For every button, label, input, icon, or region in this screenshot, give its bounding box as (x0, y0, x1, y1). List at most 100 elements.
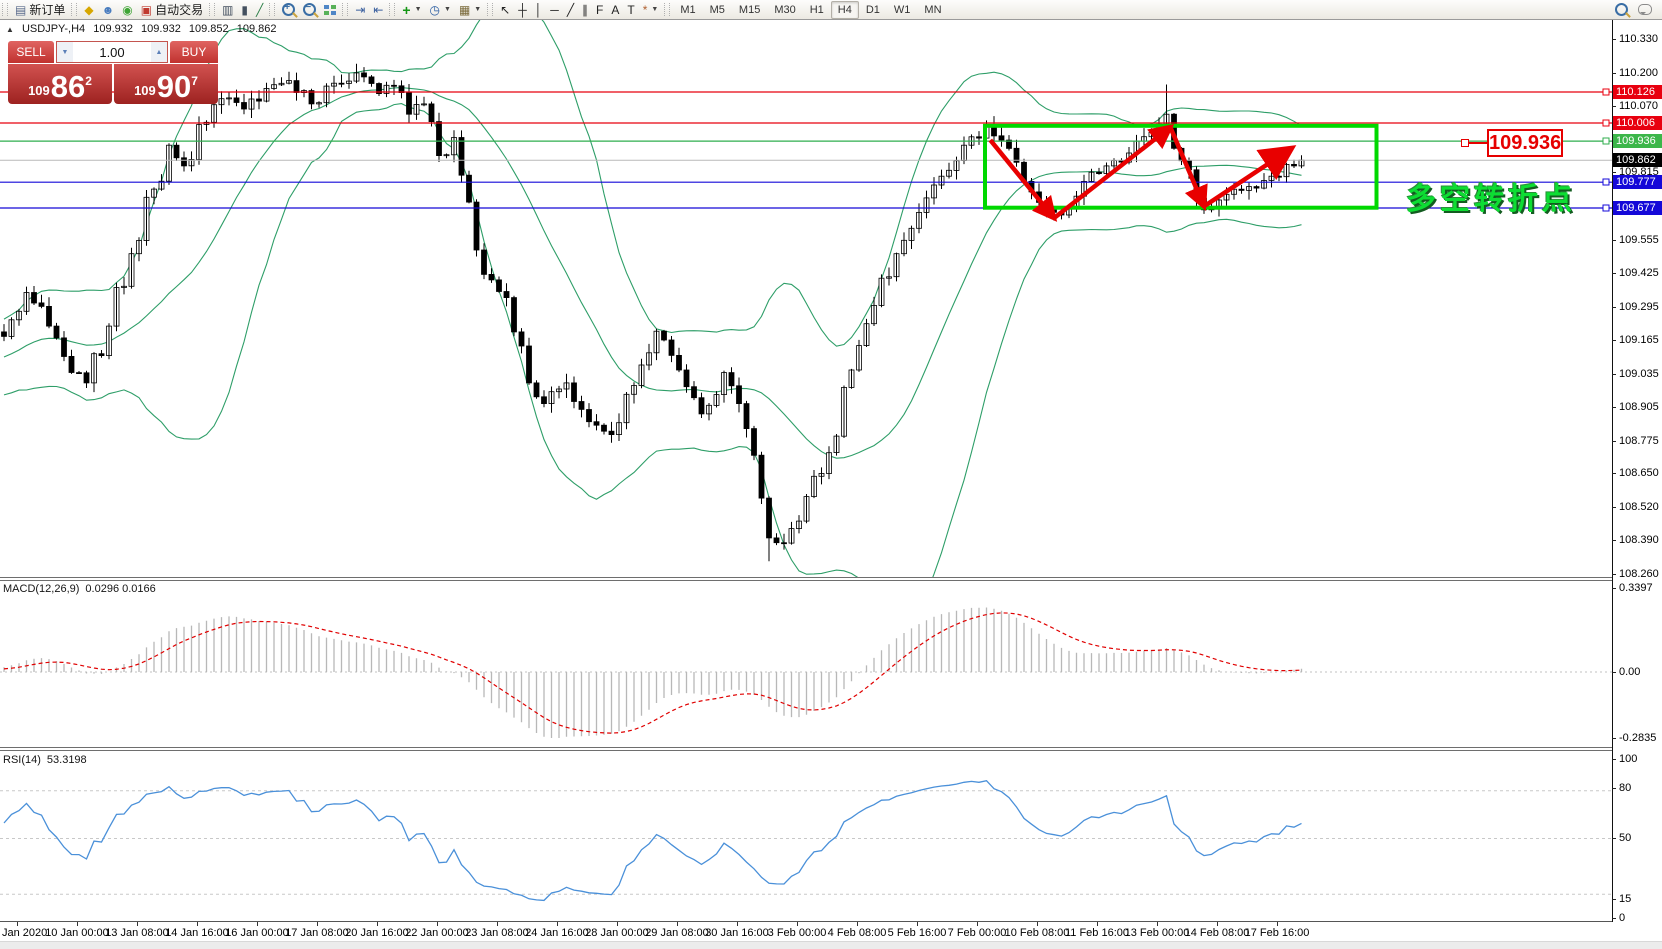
rsi-value: 53.3198 (46, 754, 87, 766)
bollinger-middle-band (3, 87, 1302, 459)
timeframe-h4-button[interactable]: H4 (830, 0, 859, 19)
macd-tick-label: 0.00 (1619, 666, 1641, 678)
chat-icon[interactable] (1638, 4, 1652, 15)
time-tick-mark (77, 922, 78, 926)
arrows-tool-icon-button[interactable]: * ▼ (639, 1, 663, 18)
time-tick-mark (137, 922, 138, 926)
price-chip-110.006: 110.006 (1613, 116, 1662, 130)
timeframe-d1-button[interactable]: D1 (865, 3, 880, 16)
bar-chart-icon-button[interactable]: ▥ (218, 1, 237, 18)
rsi-tick-mark (1612, 759, 1616, 760)
consolidation-rectangle[interactable] (983, 123, 1379, 210)
templates-icon-button[interactable]: ▦ ▼ (455, 1, 485, 18)
timeframe-m5-button[interactable]: M5 (709, 3, 725, 16)
price-tick-mark (1612, 73, 1616, 74)
trend-arrow-3[interactable] (1168, 126, 1208, 211)
volume-value[interactable]: 1.00 (99, 44, 125, 60)
trend-arrow-4[interactable] (1202, 145, 1297, 209)
line-endpoint-marker[interactable] (1602, 119, 1610, 127)
text-icon: A (611, 2, 620, 17)
search-icon[interactable] (1615, 3, 1628, 16)
auto-scroll-icon-button[interactable]: ⇥ (351, 1, 369, 18)
text-icon-button[interactable]: A (607, 1, 623, 18)
price-tick-mark (1612, 574, 1616, 575)
new-order-button[interactable]: ▤ 新订单 (11, 1, 69, 18)
line-chart-icon-button[interactable]: ╱ (252, 1, 267, 18)
text-label-icon: T (627, 2, 635, 17)
price-tick-mark (1612, 307, 1616, 308)
tile-windows-icon-button[interactable] (320, 1, 340, 18)
add-indicator-icon-button[interactable]: + ▼ (398, 1, 425, 18)
bar-open: 109.932 (93, 23, 133, 35)
timeframe-m30-button[interactable]: M30 (774, 3, 796, 16)
price-callout-leader (1466, 142, 1487, 144)
time-tick-label: 3 Feb 00:00 (767, 927, 827, 939)
line-endpoint-marker[interactable] (1602, 204, 1610, 212)
trend-arrow-1[interactable] (988, 138, 1058, 222)
timeframe-m1-button[interactable]: M1 (680, 3, 696, 16)
time-tick-mark (1037, 922, 1038, 926)
price-axis[interactable]: 110.330 110.200 110.070 109.815 109.555 109.4… (1612, 20, 1662, 924)
price-tick-label: 110.330 (1619, 33, 1658, 45)
sell-price-small: 109 (28, 83, 50, 98)
candle-wicks (3, 63, 1302, 562)
signals-icon-button[interactable]: ◉ (118, 1, 136, 18)
periods-icon-button[interactable]: ◷ ▼ (426, 1, 455, 18)
buy-price-small: 109 (134, 83, 156, 98)
line-endpoint-marker[interactable] (1602, 137, 1610, 145)
sell-button[interactable]: SELL (8, 41, 54, 63)
macd-panel-plot[interactable] (0, 581, 1612, 747)
rsi-panel-plot[interactable] (0, 751, 1612, 921)
line-endpoint-marker[interactable] (1602, 88, 1610, 96)
volume-increase-button[interactable]: ▲ (151, 42, 167, 62)
symbol-name: USDJPY-,H4 (21, 23, 86, 35)
mql5-community-icon-button[interactable]: ☻ (98, 1, 119, 18)
price-tick-label: 108.260 (1619, 568, 1659, 580)
cursor-icon-button[interactable]: ↖ (496, 1, 514, 18)
trendline-icon-button[interactable]: ╱ (563, 1, 578, 18)
crosshair-icon-button[interactable]: ┼ (514, 1, 531, 18)
panel-separator[interactable] (0, 577, 1662, 578)
buy-button[interactable]: BUY (170, 41, 218, 63)
timeframe-m15-button[interactable]: M15 (738, 3, 761, 16)
time-tick-mark (17, 922, 18, 926)
horizontal-line-icon-button[interactable]: ─ (546, 1, 563, 18)
toolbar-right (1615, 3, 1662, 16)
timeframe-mn-button[interactable]: MN (924, 3, 942, 16)
time-tick-label: 4 Feb 08:00 (827, 927, 887, 939)
equidistant-channel-icon-button[interactable]: ∥ (578, 1, 592, 18)
trendline-icon: ╱ (566, 2, 575, 17)
price-tick-mark (1612, 172, 1616, 173)
time-tick-label: 5 Feb 16:00 (887, 927, 947, 939)
zoom-out-icon-button[interactable]: − (299, 1, 320, 18)
bollinger-lower-band (3, 103, 1302, 577)
timeframe-w1-button[interactable]: W1 (893, 3, 911, 16)
vertical-line-icon-button[interactable]: │ (531, 1, 547, 18)
candlestick-chart-icon-button[interactable]: ▮ (237, 1, 252, 18)
time-axis[interactable]: Jan 2020 10 Jan 00:00 13 Jan 08:00 14 Jan 1… (0, 921, 1662, 949)
autotrading-button[interactable]: ▣ 自动交易 (137, 1, 207, 18)
price-tick-label: 108.775 (1619, 435, 1659, 447)
price-chip-109.777: 109.777 (1613, 175, 1662, 189)
main-chart-plot[interactable] (0, 20, 1612, 577)
buy-price-button[interactable]: 109 90 7 (114, 64, 218, 104)
time-tick-mark (557, 922, 558, 926)
trend-arrow-2[interactable] (1052, 124, 1175, 220)
zoom-in-icon-button[interactable]: + (278, 1, 299, 18)
dropdown-caret-icon: ▼ (444, 6, 451, 13)
volume-decrease-button[interactable]: ▼ (57, 42, 73, 62)
zoom-in-icon: + (282, 2, 296, 16)
toolbar-group-handle (342, 3, 349, 16)
fibonacci-icon-button[interactable]: F (592, 1, 607, 18)
price-tick-mark (1612, 39, 1616, 40)
metaeditor-icon-button[interactable]: ◆ (80, 1, 97, 18)
chart-shift-icon-button[interactable]: ⇤ (369, 1, 387, 18)
panel-separator[interactable] (0, 747, 1662, 748)
line-endpoint-marker[interactable] (1602, 178, 1610, 186)
price-tick-mark (1612, 340, 1616, 341)
timeframe-h1-button[interactable]: H1 (809, 3, 824, 16)
text-label-icon-button[interactable]: T (623, 1, 638, 18)
time-tick-mark (197, 922, 198, 926)
sell-price-button[interactable]: 109 86 2 (8, 64, 112, 104)
